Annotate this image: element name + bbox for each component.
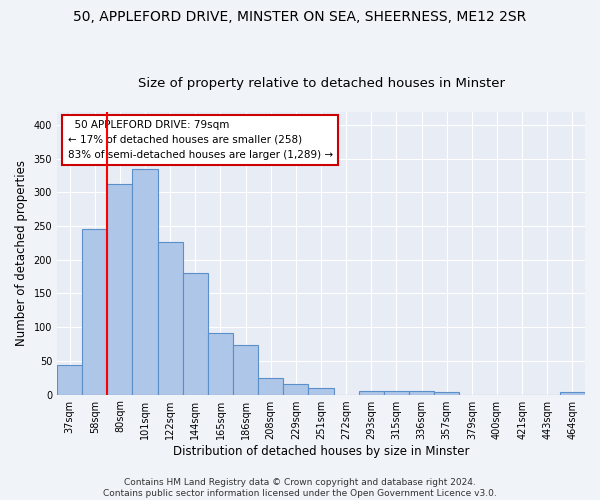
Bar bbox=[183, 274, 208, 394]
Bar bbox=[107, 184, 133, 394]
X-axis label: Distribution of detached houses by size in Minster: Distribution of detached houses by size … bbox=[173, 444, 469, 458]
Bar bbox=[359, 391, 384, 394]
Text: Contains HM Land Registry data © Crown copyright and database right 2024.
Contai: Contains HM Land Registry data © Crown c… bbox=[103, 478, 497, 498]
Bar bbox=[434, 392, 459, 394]
Bar bbox=[82, 229, 107, 394]
Title: Size of property relative to detached houses in Minster: Size of property relative to detached ho… bbox=[137, 76, 505, 90]
Bar bbox=[57, 365, 82, 394]
Bar bbox=[308, 388, 334, 394]
Bar bbox=[158, 242, 183, 394]
Bar bbox=[233, 344, 258, 395]
Bar bbox=[133, 169, 158, 394]
Text: 50, APPLEFORD DRIVE, MINSTER ON SEA, SHEERNESS, ME12 2SR: 50, APPLEFORD DRIVE, MINSTER ON SEA, SHE… bbox=[73, 10, 527, 24]
Y-axis label: Number of detached properties: Number of detached properties bbox=[15, 160, 28, 346]
Bar bbox=[208, 333, 233, 394]
Bar bbox=[409, 391, 434, 394]
Text: 50 APPLEFORD DRIVE: 79sqm
← 17% of detached houses are smaller (258)
83% of semi: 50 APPLEFORD DRIVE: 79sqm ← 17% of detac… bbox=[68, 120, 333, 160]
Bar bbox=[384, 391, 409, 394]
Bar bbox=[258, 378, 283, 394]
Bar bbox=[560, 392, 585, 394]
Bar bbox=[283, 384, 308, 394]
